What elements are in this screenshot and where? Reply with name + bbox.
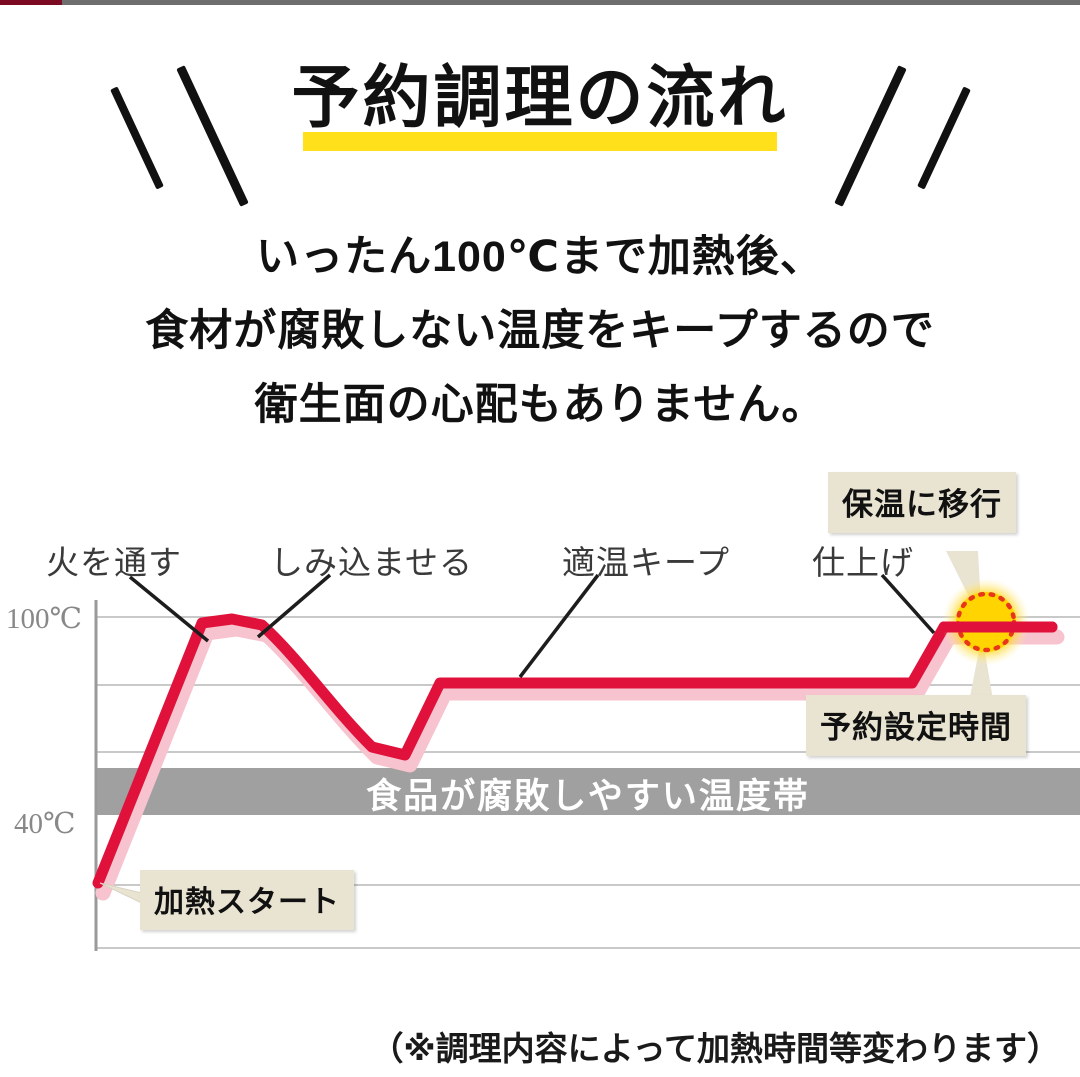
- chart-canvas: [92, 551, 1080, 951]
- subtitle-line-3: 衛生面の心配もありません。: [254, 381, 826, 429]
- leader-line-stage1: [128, 575, 210, 643]
- callout-keep-warm: 保温に移行: [828, 472, 1016, 533]
- leader-line-stage2: [256, 573, 332, 639]
- stage-label-soak-in: しみ込ませる: [270, 544, 474, 581]
- chart-leader-lines: [128, 573, 936, 679]
- subtitle-line-2: 食材が腐敗しない温度をキープするので: [145, 307, 935, 355]
- top-edge-strip: [0, 0, 1080, 5]
- spoilage-band-label: 食品が腐敗しやすい温度帯: [366, 777, 810, 816]
- y-axis-label-100c: 100℃: [6, 603, 82, 635]
- page-title: 予約調理の流れ: [291, 60, 789, 136]
- title-highlight-bar: [303, 132, 777, 151]
- temperature-curve: [92, 613, 1058, 889]
- leader-line-stage3: [518, 573, 600, 679]
- spoilage-temperature-band: [96, 768, 1080, 815]
- callout-heat-start: 加熱スタート: [140, 870, 354, 930]
- y-axis-label-40c: 40℃: [14, 808, 76, 840]
- leader-line-stage4: [880, 573, 936, 635]
- top-edge-accent: [0, 0, 62, 5]
- title-block: 予約調理の流れ: [0, 28, 1080, 207]
- stage-label-cook-through: 火を通す: [46, 544, 182, 581]
- stage-label-keep-temp: 適温キープ: [562, 544, 731, 581]
- callout-reserved-time: 予約設定時間: [806, 695, 1026, 756]
- subtitle-line-1: いったん100℃まで加熱後、: [256, 233, 824, 281]
- stage-label-finish: 仕上げ: [812, 544, 914, 581]
- footnote: （※調理内容によって加熱時間等変わります）: [370, 1030, 1060, 1067]
- temperature-timeline-chart: 100℃ 40℃ 食品が腐敗しやすい温度帯 火を通す しみ込ませる 適温キープ …: [0, 455, 1080, 975]
